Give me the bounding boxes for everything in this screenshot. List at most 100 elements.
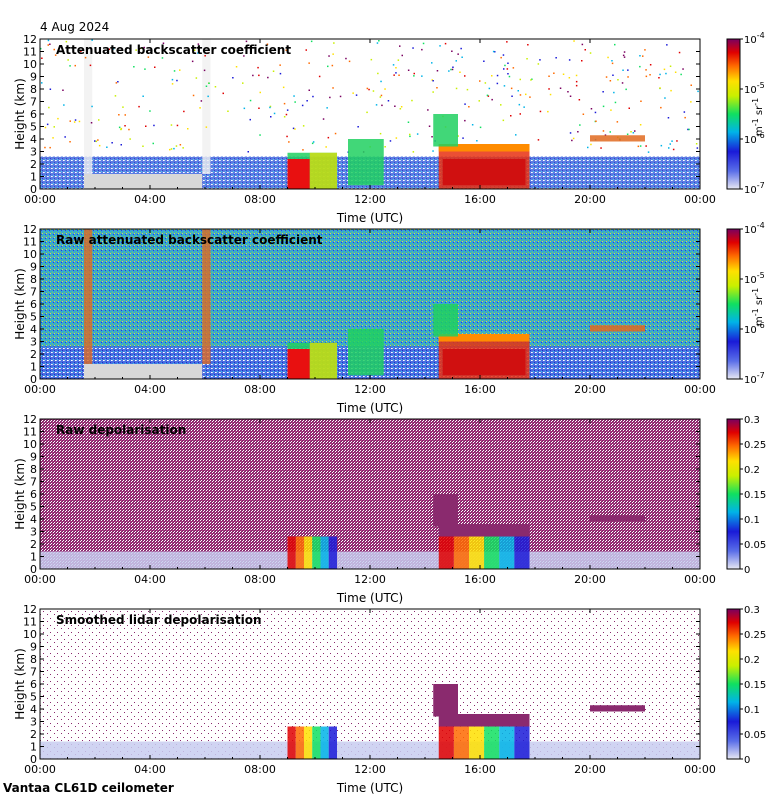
noise-point: [301, 104, 304, 107]
noise-point: [690, 101, 692, 103]
noise-point: [400, 106, 403, 108]
y-tick-label: 6: [30, 108, 37, 121]
noise-point: [451, 68, 454, 71]
noise-point: [613, 91, 615, 94]
noise-point: [639, 65, 641, 68]
noise-point: [142, 145, 144, 147]
noise-point: [120, 144, 122, 146]
noise-point: [649, 74, 651, 76]
x-tick-label: 04:00: [134, 383, 166, 396]
noise-point: [318, 75, 321, 78]
noise-point: [421, 75, 423, 77]
noise-point: [455, 87, 458, 90]
noise-point: [183, 110, 185, 113]
noise-point: [645, 145, 647, 147]
data-gap: [84, 364, 203, 379]
noise-point: [111, 142, 113, 144]
noise-point: [259, 91, 261, 94]
noise-point: [510, 87, 513, 90]
noise-point: [78, 120, 81, 123]
noise-point: [611, 62, 614, 65]
noise-point: [401, 54, 403, 57]
noise-point: [578, 99, 581, 101]
noise-point: [672, 148, 675, 151]
depol-column: [312, 726, 321, 759]
noise-point: [625, 88, 627, 91]
noise-point: [366, 111, 368, 114]
noise-point: [387, 100, 390, 102]
noise-point: [380, 80, 382, 83]
noise-point: [594, 111, 597, 114]
noise-point: [286, 109, 289, 111]
noise-point: [450, 68, 452, 71]
noise-point: [567, 91, 569, 93]
y-tick-label: 0: [30, 373, 37, 386]
noise-point: [245, 40, 248, 43]
noise-point: [464, 75, 466, 77]
noise-point: [665, 72, 667, 75]
noise-point: [357, 126, 359, 128]
y-tick-label: 8: [30, 463, 37, 476]
noise-point: [89, 64, 92, 67]
noise-point: [569, 132, 572, 134]
cloud-core: [287, 159, 310, 189]
noise-point: [325, 146, 327, 148]
x-axis-label: Time (UTC): [336, 401, 403, 415]
noise-point: [368, 88, 370, 91]
x-tick-label: 00:00: [684, 193, 716, 206]
y-tick-label: 9: [30, 451, 37, 464]
y-tick-label: 3: [30, 526, 37, 539]
y-tick-label: 12: [23, 223, 37, 236]
x-tick-label: 00:00: [684, 383, 716, 396]
noise-point: [90, 122, 93, 124]
noise-point: [421, 48, 423, 51]
noise-point: [285, 49, 287, 51]
noise-point: [587, 146, 589, 149]
noise-point: [124, 114, 126, 116]
noise-point: [173, 70, 176, 72]
colorbar-tick-label: 0.05: [744, 540, 766, 551]
noise-point: [412, 47, 414, 49]
noise-point: [468, 106, 470, 108]
noise-point: [508, 75, 511, 78]
noise-point: [395, 72, 397, 74]
noise-point: [171, 78, 174, 81]
colorbar-tick-label: 0: [744, 755, 750, 766]
y-tick-label: 3: [30, 716, 37, 729]
noise-point: [95, 140, 98, 143]
y-tick-label: 2: [30, 158, 37, 171]
noise-point: [622, 69, 624, 71]
x-tick-label: 00:00: [24, 193, 56, 206]
noise-point: [568, 77, 571, 79]
noise-point: [572, 137, 575, 140]
noise-point: [609, 80, 612, 82]
noise-point: [138, 105, 140, 108]
noise-point: [193, 49, 196, 51]
noise-point: [52, 137, 54, 139]
noise-point: [397, 59, 400, 61]
noise-point: [84, 56, 87, 59]
noise-point: [602, 130, 605, 132]
precip-streak: [202, 229, 211, 364]
noise-point: [192, 94, 195, 97]
noise-point: [69, 120, 71, 122]
y-tick-label: 2: [30, 728, 37, 741]
noise-point: [645, 69, 647, 71]
x-tick-label: 00:00: [684, 573, 716, 586]
noise-point: [176, 79, 178, 82]
noise-point: [389, 140, 392, 142]
noise-point: [283, 116, 286, 118]
colorbar-tick-label: 0.25: [744, 630, 766, 641]
noise-point: [286, 135, 288, 138]
cloud-feature: [590, 135, 645, 142]
noise-point: [53, 126, 55, 128]
noise-point: [678, 51, 681, 54]
noise-point: [496, 74, 499, 77]
x-tick-label: 08:00: [244, 573, 276, 586]
depol-column: [312, 536, 321, 569]
noise-point: [74, 64, 76, 67]
noise-point: [690, 84, 692, 86]
noise-point: [379, 96, 382, 98]
depol-layer: [438, 714, 530, 727]
